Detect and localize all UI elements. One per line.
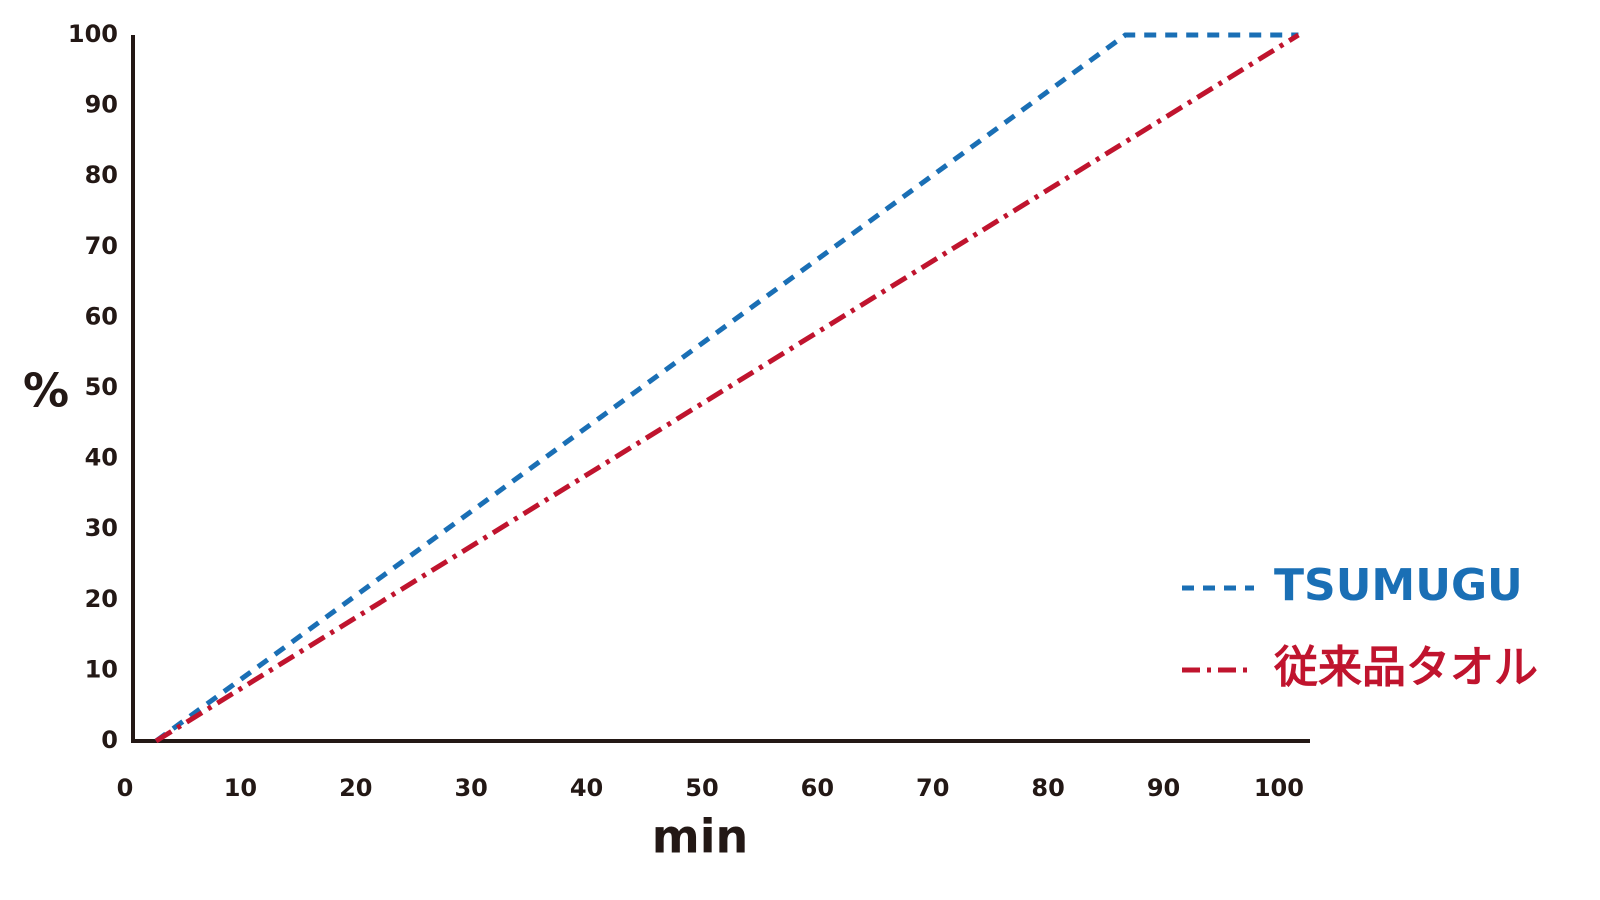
y-tick-label: 70 (85, 232, 118, 260)
data-line (154, 32, 1300, 744)
y-tick-label: 80 (85, 161, 118, 189)
x-tick-label: 0 (117, 774, 134, 802)
x-axis-label: min (652, 810, 748, 864)
x-tick-label: 20 (339, 774, 372, 802)
x-tick-label: 50 (685, 774, 718, 802)
x-tick-label: 90 (1147, 774, 1180, 802)
y-tick-label: 0 (101, 726, 118, 754)
y-tick-label: 40 (85, 444, 118, 472)
x-tick-label: 40 (570, 774, 603, 802)
x-tick-label: 10 (224, 774, 257, 802)
y-tick-label: 30 (85, 514, 118, 542)
legend-label: TSUMUGU (1274, 560, 1523, 611)
x-tick-label: 60 (801, 774, 834, 802)
x-tick-label: 100 (1254, 774, 1304, 802)
x-tick-label: 70 (916, 774, 949, 802)
x-tick-label: 80 (1031, 774, 1064, 802)
y-tick-label: 100 (68, 20, 118, 48)
data-line (154, 32, 1299, 744)
x-tick-label: 30 (454, 774, 487, 802)
y-tick-label: 90 (85, 91, 118, 119)
y-tick-label: 60 (85, 302, 118, 330)
legend-label: 従来品タオル (1273, 642, 1538, 693)
y-tick-label: 20 (85, 585, 118, 613)
y-tick-label: 50 (85, 373, 118, 401)
y-axis-label: % (23, 364, 69, 418)
y-tick-label: 10 (85, 655, 118, 683)
